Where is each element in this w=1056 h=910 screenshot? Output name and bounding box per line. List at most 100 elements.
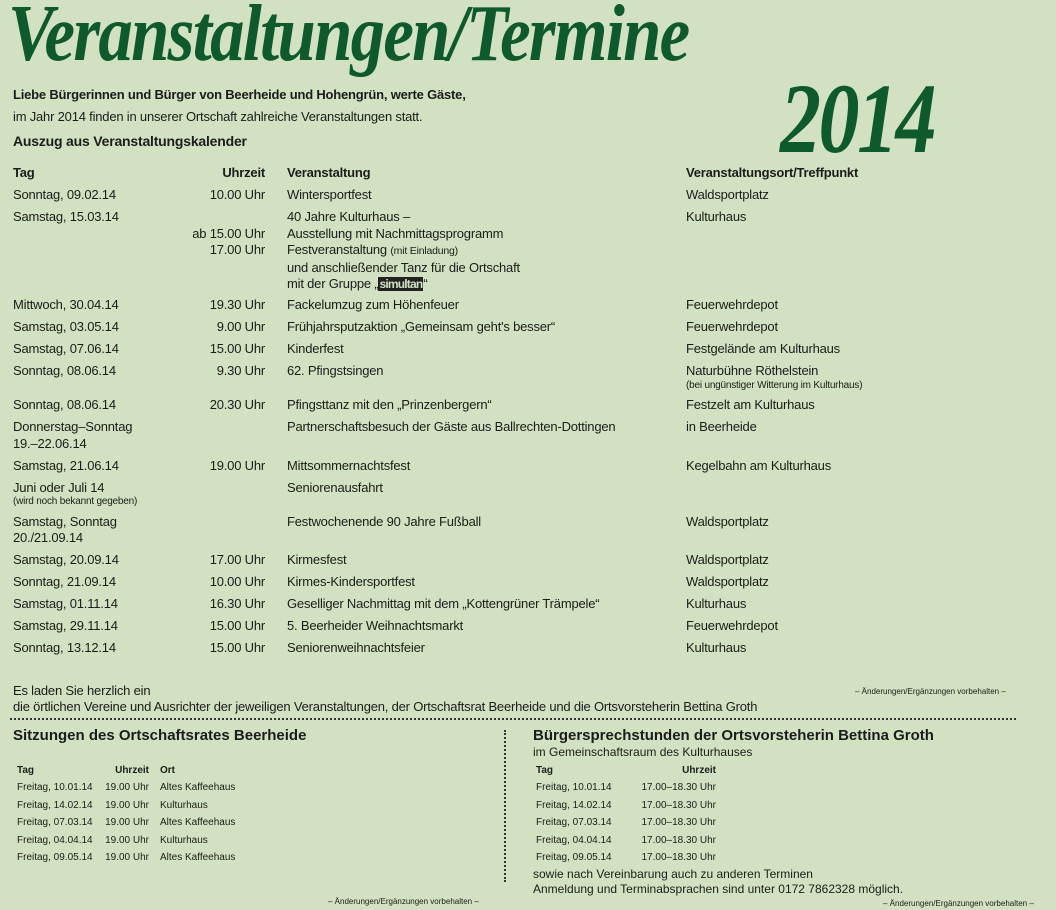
sitzung-location: Altes Kaffeehaus	[160, 852, 236, 863]
event-time-line: 16.30 Uhr	[209, 596, 265, 611]
event-day-line: Samstag, 03.05.14	[13, 319, 119, 334]
event-name-text: 62. Pfingstsingen	[287, 363, 384, 378]
sprechstunde-time: 17.00–18.30 Uhr	[641, 799, 716, 811]
event-name-text: Seniorenweihnachtsfeier	[287, 640, 425, 655]
event-location-line: Feuerwehrdepot	[686, 297, 778, 312]
event-name-note: (mit Einladung)	[390, 245, 458, 257]
event-name-text: Pfingsttanz mit den „Prinzenbergern“	[287, 397, 492, 412]
event-time: 20.30 Uhr	[120, 397, 265, 414]
divider-horizontal	[10, 718, 1016, 720]
event-row: Mittwoch, 30.04.14 19.30 Uhr Fackelumzug z…	[0, 297, 1056, 314]
sitzungen-title: Sitzungen des Ortschaftsrates Beerheide	[13, 727, 307, 744]
event-day: Sonntag, 08.06.14	[13, 397, 116, 414]
band-logo: simultan	[378, 277, 424, 291]
sitzungen-header-tag: Tag	[17, 765, 35, 776]
sprechstunden-line2: Anmeldung und Terminabsprachen sind unte…	[533, 882, 904, 896]
page-title: Veranstaltungen/Termine	[8, 0, 690, 78]
event-time: 10.00 Uhr	[120, 187, 265, 204]
event-location: Waldsportplatz	[686, 514, 769, 531]
event-name-text: Festwochenende 90 Jahre Fußball	[287, 513, 481, 529]
event-day-line: Samstag, 01.11.14	[13, 596, 118, 611]
event-row: Samstag, Sonntag 20./21.09.14 Festwochenen…	[0, 514, 1056, 547]
sprechstunden-line1: sowie nach Vereinbarung auch zu anderen …	[533, 867, 813, 881]
event-name: Wintersportfest	[287, 187, 686, 204]
sitzung-location: Kulturhaus	[160, 799, 208, 811]
event-location-line: Festzelt am Kulturhaus	[686, 397, 815, 412]
event-time: 15.00 Uhr	[120, 640, 265, 657]
sitzung-day: Freitag, 09.05.14	[17, 852, 93, 863]
event-day-line: Juni oder Juli 14	[13, 479, 105, 495]
event-day: Samstag, Sonntag 20./21.09.14	[13, 514, 117, 547]
event-name-text: Seniorenausfahrt	[287, 479, 383, 495]
event-day: Samstag, 21.06.14	[13, 458, 119, 475]
event-day: Samstag, 15.03.14	[13, 209, 119, 226]
event-location: Waldsportplatz	[686, 187, 769, 204]
event-location: Feuerwehrdepot	[686, 319, 778, 336]
event-day-line: Samstag, 20.09.14	[13, 552, 119, 567]
event-name-line: Kirmesfest	[287, 552, 686, 569]
event-location-line: Kegelbahn am Kulturhaus	[686, 457, 832, 473]
event-name-line: mit der Gruppe „simultan“	[287, 276, 686, 293]
event-name: Kirmes-Kindersportfest	[287, 574, 686, 591]
event-location-note: (bei ungünstiger Witterung im Kulturhaus…	[686, 379, 863, 391]
event-name-line: Wintersportfest	[287, 187, 686, 204]
event-name: Fackelumzug zum Höhenfeuer	[287, 297, 686, 314]
col-header-ort: Veranstaltungsort/Treffpunkt	[686, 165, 859, 180]
sitzung-day: Freitag, 10.01.14	[17, 782, 93, 793]
sitzungen-header-zeit: Uhrzeit	[115, 765, 149, 776]
event-name: Seniorenweihnachtsfeier	[287, 640, 686, 657]
event-name-line: Festveranstaltung (mit Einladung)	[287, 242, 686, 260]
event-name-line: Geselliger Nachmittag mit dem „Kottengrü…	[287, 596, 686, 613]
event-name-text: 5. Beerheider Weihnachtsmarkt	[287, 618, 464, 633]
event-name-line: Mittsommernachtsfest	[287, 458, 686, 475]
event-location: Waldsportplatz	[686, 574, 769, 591]
event-day-line: 19.–22.06.14	[13, 435, 87, 451]
event-name-text: Ausstellung mit Nachmittagsprogramm	[287, 225, 504, 241]
event-time: 15.00 Uhr	[120, 341, 265, 358]
event-row: Samstag, 01.11.14 16.30 Uhr Geselliger Nac…	[0, 596, 1056, 613]
event-name-line: 5. Beerheider Weihnachtsmarkt	[287, 618, 686, 635]
event-name: Frühjahrsputzaktion „Gemeinsam geht's be…	[287, 319, 686, 336]
event-location-line: Waldsportplatz	[686, 187, 769, 202]
sitzung-time: 19.00 Uhr	[105, 799, 149, 811]
sitzung-day: Freitag, 04.04.14	[17, 834, 93, 846]
event-day-line: Sonntag, 08.06.14	[13, 363, 116, 378]
event-day-line: Sonntag, 09.02.14	[13, 187, 116, 202]
event-name-text: Fackelumzug zum Höhenfeuer	[287, 297, 459, 312]
event-row: Samstag, 20.09.14 17.00 Uhr Kirmesfest Wald…	[0, 552, 1056, 569]
sprechstunden-header-zeit: Uhrzeit	[682, 765, 716, 776]
event-day: Sonntag, 09.02.14	[13, 187, 116, 204]
event-name-text: Festveranstaltung	[287, 242, 391, 257]
event-name: Festwochenende 90 Jahre Fußball	[287, 514, 686, 547]
event-name-line: Seniorenweihnachtsfeier	[287, 640, 686, 657]
event-time-line: 10.00 Uhr	[209, 187, 265, 202]
event-row: Sonntag, 21.09.14 10.00 Uhr Kirmes-Kinders…	[0, 574, 1056, 591]
event-name-line: 62. Pfingstsingen	[287, 363, 686, 380]
event-time-line: 19.30 Uhr	[209, 297, 265, 312]
event-name: Pfingsttanz mit den „Prinzenbergern“	[287, 397, 686, 414]
event-row: Samstag, 15.03.14 ab 15.00 Uhr 17.00 Uhr 4…	[0, 209, 1056, 292]
event-location: Kulturhaus	[686, 596, 746, 613]
event-day-note: (wird noch bekannt gegeben)	[13, 496, 138, 507]
event-location: Kegelbahn am Kulturhaus	[686, 458, 831, 475]
events-header-row: Tag Uhrzeit Veranstaltung Veranstaltungs…	[0, 165, 1056, 182]
event-name: Geselliger Nachmittag mit dem „Kottengrü…	[287, 596, 686, 613]
event-day: Samstag, 29.11.14	[13, 618, 118, 635]
event-time: 16.30 Uhr	[120, 596, 265, 613]
sitzung-location: Altes Kaffeehaus	[160, 782, 236, 793]
event-name-line: Kirmes-Kindersportfest	[287, 574, 686, 591]
event-location-line: Kulturhaus	[686, 640, 747, 655]
event-day-line: Samstag, Sonntag	[13, 513, 117, 529]
event-row: Juni oder Juli 14 (wird noch bekannt gege…	[0, 480, 1056, 509]
event-name-text: mit der Gruppe „	[287, 276, 379, 291]
event-name: 62. Pfingstsingen	[287, 363, 686, 392]
divider-vertical	[504, 730, 506, 882]
event-location: Kulturhaus	[686, 640, 746, 657]
event-name-text: Kirmes-Kindersportfest	[287, 574, 415, 589]
event-day-line: Sonntag, 08.06.14	[13, 397, 116, 412]
event-time-line: 20.30 Uhr	[209, 397, 265, 412]
invitation-line1: Es laden Sie herzlich ein	[13, 683, 151, 698]
changes-note: – Änderungen/Ergänzungen vorbehalten –	[855, 687, 1006, 696]
event-location: Naturbühne Röthelstein (bei ungünstiger W…	[686, 363, 863, 392]
event-location-line: Waldsportplatz	[686, 574, 769, 589]
